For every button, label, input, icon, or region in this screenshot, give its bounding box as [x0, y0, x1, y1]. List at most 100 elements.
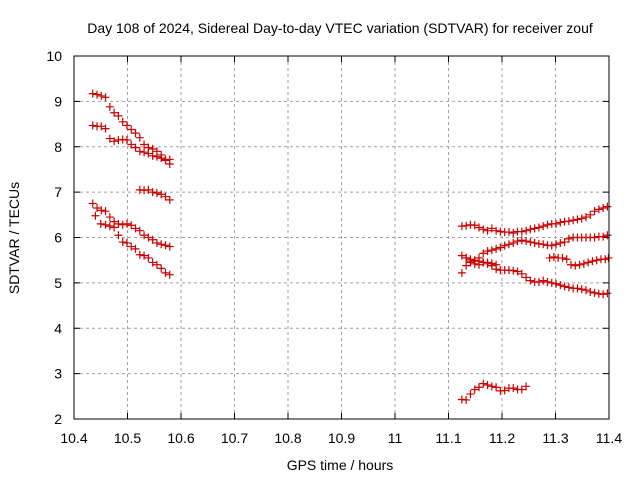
x-tick-label: 11.2	[489, 430, 515, 446]
data-point	[479, 249, 488, 258]
data-point	[101, 207, 110, 216]
data-point	[135, 147, 144, 156]
data-point	[105, 213, 114, 222]
data-point	[114, 231, 123, 240]
data-point	[131, 143, 140, 152]
data-point	[579, 259, 588, 268]
data-point	[522, 273, 531, 282]
data-point	[114, 219, 123, 228]
data-point	[592, 256, 601, 265]
data-point	[144, 149, 153, 158]
data-point	[96, 219, 105, 228]
y-tick-label: 2	[54, 411, 62, 427]
data-point	[135, 133, 144, 142]
data-point	[581, 213, 590, 222]
chart-title: Day 108 of 2024, Sidereal Day-to-day VTE…	[87, 20, 593, 36]
x-tick-labels: 10.4 10.5 10.6 10.7 10.8 10.9 11 11.1 11.2 11.3 11…	[60, 430, 622, 446]
data-point	[165, 242, 174, 251]
data-point	[588, 257, 597, 266]
y-axis-label: SDTVAR / TECUs	[6, 182, 22, 294]
data-point	[93, 204, 102, 213]
y-tick-label: 4	[54, 320, 62, 336]
data-point	[88, 121, 97, 130]
x-tick-label: 11.4	[596, 430, 622, 446]
data-point	[88, 89, 97, 98]
data-point	[500, 386, 509, 395]
data-point	[517, 236, 526, 245]
data-point	[470, 385, 479, 394]
x-tick-label: 11	[388, 430, 403, 446]
y-tick-label: 6	[54, 230, 62, 246]
data-point	[545, 253, 554, 262]
data-point	[110, 223, 119, 232]
data-point	[152, 238, 161, 247]
data-point	[526, 225, 535, 234]
data-point	[492, 226, 501, 235]
data-point	[97, 206, 106, 215]
data-point	[110, 137, 119, 146]
data-point	[118, 117, 127, 126]
data-point	[462, 253, 471, 262]
data-point	[462, 221, 471, 230]
data-point	[144, 233, 153, 242]
data-point	[148, 235, 157, 244]
data-point	[496, 243, 505, 252]
y-tick-labels: 2 3 4 5 6 7 8 9 10	[46, 48, 62, 427]
data-point	[148, 151, 157, 160]
x-tick-label: 10.6	[167, 430, 194, 446]
data-point	[534, 223, 543, 232]
data-point	[581, 286, 590, 295]
data-point	[517, 385, 526, 394]
data-point	[543, 220, 552, 229]
data-point	[539, 222, 548, 231]
data-point	[573, 215, 582, 224]
data-point	[564, 234, 573, 243]
y-tick-label: 10	[46, 48, 62, 64]
data-point	[110, 108, 119, 117]
y-tick-label: 7	[54, 184, 62, 200]
plot-frame	[73, 55, 610, 420]
x-tick-label: 10.7	[221, 430, 248, 446]
data-point	[105, 102, 114, 111]
data-point	[157, 240, 166, 249]
data-point	[547, 241, 556, 250]
data-point	[470, 221, 479, 230]
data-point	[479, 379, 488, 388]
data-point	[569, 216, 578, 225]
data-point	[594, 205, 603, 214]
data-point	[577, 285, 586, 294]
data-point	[483, 259, 492, 268]
data-point	[157, 264, 166, 273]
series-track-2	[88, 121, 174, 165]
data-point	[526, 238, 535, 247]
data-point	[140, 148, 149, 157]
data-point	[479, 225, 488, 234]
data-point	[165, 270, 174, 279]
data-point	[556, 281, 565, 290]
data-point	[157, 154, 166, 163]
data-point	[165, 195, 174, 204]
data-point	[462, 395, 471, 404]
data-point	[152, 260, 161, 269]
x-tick-label: 11.3	[542, 430, 568, 446]
data-point	[131, 129, 140, 138]
data-point	[509, 384, 518, 393]
data-point	[584, 258, 593, 267]
data-point	[560, 282, 569, 291]
data-point	[558, 253, 567, 262]
data-point	[547, 278, 556, 287]
data-point	[586, 287, 595, 296]
data-point	[122, 135, 131, 144]
data-point	[487, 246, 496, 255]
data-point	[122, 238, 131, 247]
data-point	[152, 189, 161, 198]
data-point	[88, 199, 97, 208]
data-point	[552, 240, 561, 249]
data-point	[148, 145, 157, 154]
data-point	[122, 219, 131, 228]
data-point	[577, 214, 586, 223]
data-point	[140, 231, 149, 240]
data-point	[131, 224, 140, 233]
